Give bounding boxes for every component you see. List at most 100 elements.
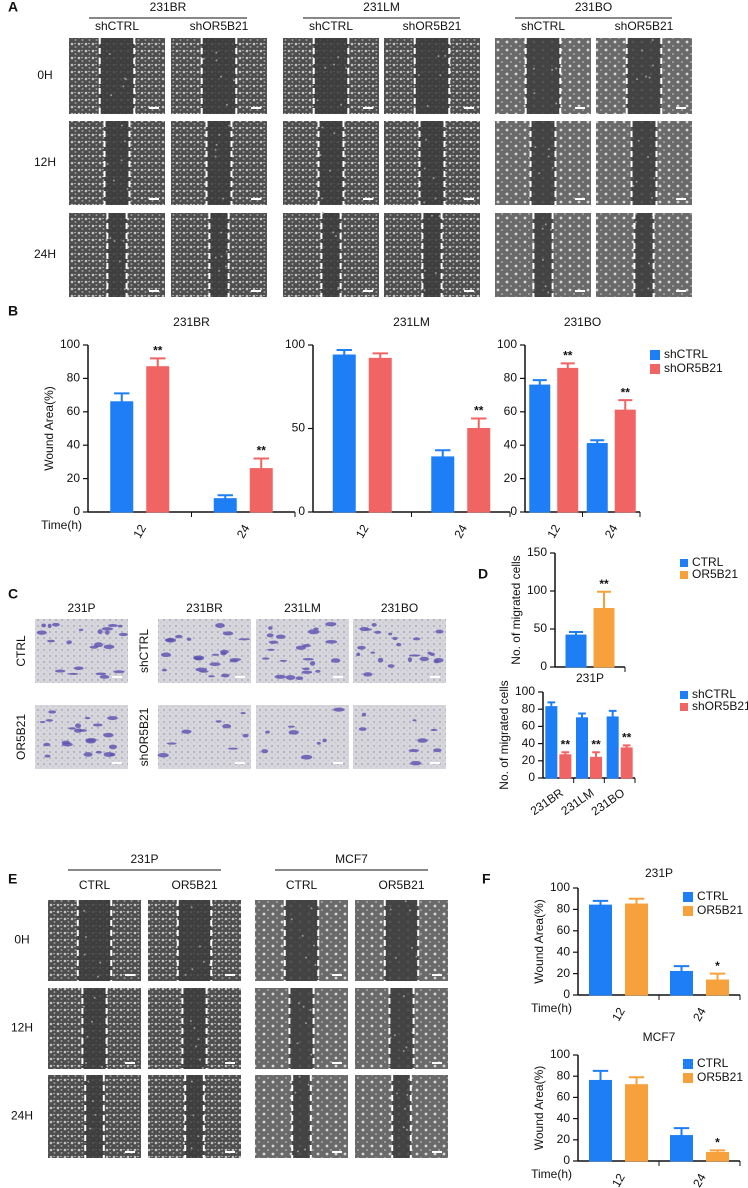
bar — [368, 357, 392, 513]
y-tick-label: 0 — [540, 659, 547, 673]
stained-cell — [103, 644, 115, 649]
stained-cell — [195, 667, 208, 672]
row-label: 24H — [34, 247, 56, 261]
cell — [215, 59, 218, 62]
cell — [305, 1022, 308, 1025]
wound — [389, 988, 414, 1069]
cell — [218, 269, 221, 272]
cell — [544, 223, 547, 226]
cell — [120, 159, 123, 162]
transwell-image — [353, 705, 446, 769]
stained-cell — [275, 634, 286, 639]
cell — [437, 55, 440, 58]
legend-label: shCTRL — [664, 347, 708, 361]
stained-cell — [408, 748, 420, 753]
stained-cell — [103, 732, 114, 738]
cell — [393, 1034, 396, 1037]
cell — [402, 1049, 405, 1052]
stained-cell — [164, 638, 174, 642]
cell — [215, 51, 218, 54]
cell — [641, 49, 644, 52]
cell — [404, 1107, 407, 1110]
column-label: shCTRL — [95, 19, 139, 33]
cell — [120, 124, 123, 127]
error-bar — [590, 439, 605, 444]
image — [158, 619, 251, 683]
cell — [389, 908, 392, 911]
cell — [547, 291, 550, 294]
cell — [199, 1058, 202, 1061]
micrograph — [171, 121, 267, 205]
stained-cell — [97, 629, 103, 635]
x-tick-label: 12 — [544, 522, 563, 541]
cell — [302, 1005, 305, 1008]
x-tick-label: 231BO — [589, 786, 628, 819]
cell — [84, 935, 87, 938]
cell — [228, 124, 231, 127]
panel-letter: E — [8, 871, 17, 887]
transwell-image — [353, 619, 446, 683]
cell — [426, 104, 429, 107]
significance: * — [715, 959, 720, 973]
cell — [408, 1078, 411, 1081]
y-tick-label: 80 — [504, 371, 518, 385]
cell — [321, 126, 324, 129]
y-axis-label: Wound Area(%) — [532, 899, 546, 984]
stained-cell — [73, 666, 84, 671]
error-bar — [592, 751, 600, 758]
bar — [249, 468, 273, 513]
stained-cell — [407, 657, 413, 663]
transwell-image — [158, 619, 251, 683]
cell — [653, 177, 656, 180]
cell — [423, 269, 426, 272]
cell — [89, 1127, 92, 1130]
significance: ** — [621, 385, 631, 399]
transwell-image — [35, 619, 129, 683]
row-label: shCTRL — [137, 629, 151, 673]
stained-cell — [45, 719, 54, 722]
error-bar — [608, 709, 617, 717]
cell — [647, 287, 650, 290]
stained-cell — [242, 733, 249, 738]
wound — [392, 1075, 411, 1158]
x-tick-label: 12 — [609, 1171, 628, 1188]
wound — [533, 213, 553, 297]
column-label: 231LM — [284, 601, 321, 615]
bar — [565, 634, 587, 668]
bar — [146, 366, 170, 513]
y-tick-label: 50 — [534, 621, 548, 635]
column-label: OR5B21 — [378, 878, 424, 892]
stained-cell — [359, 627, 370, 632]
stained-cell — [419, 656, 429, 662]
y-axis-label: No. of migrated cells — [509, 555, 523, 664]
wound — [525, 38, 561, 114]
micrograph — [495, 38, 591, 114]
stained-cell — [89, 645, 99, 649]
group-label: 231LM — [363, 0, 400, 14]
stained-cell — [433, 658, 444, 663]
stained-cell — [358, 727, 367, 731]
cell — [109, 237, 112, 240]
wound — [104, 121, 130, 205]
stained-cell — [181, 729, 192, 734]
cell — [635, 180, 638, 183]
micrograph — [148, 988, 241, 1070]
y-axis-label: Wound Area(%) — [532, 1066, 546, 1151]
stained-cell — [279, 659, 288, 662]
stained-cell — [238, 638, 251, 641]
wound — [107, 213, 127, 297]
x-axis-label: Time(h) — [531, 1001, 572, 1015]
micrograph — [384, 38, 480, 114]
cell — [538, 172, 541, 175]
legend-swatch — [650, 364, 660, 374]
cell — [423, 289, 426, 292]
cell — [402, 1126, 405, 1129]
panel-letter: A — [8, 0, 18, 15]
stained-cell — [313, 627, 319, 630]
cell — [444, 54, 447, 57]
cell — [310, 1053, 313, 1056]
cell — [195, 1045, 198, 1048]
cell — [423, 167, 426, 170]
stained-cell — [396, 642, 402, 647]
cell — [123, 288, 126, 291]
